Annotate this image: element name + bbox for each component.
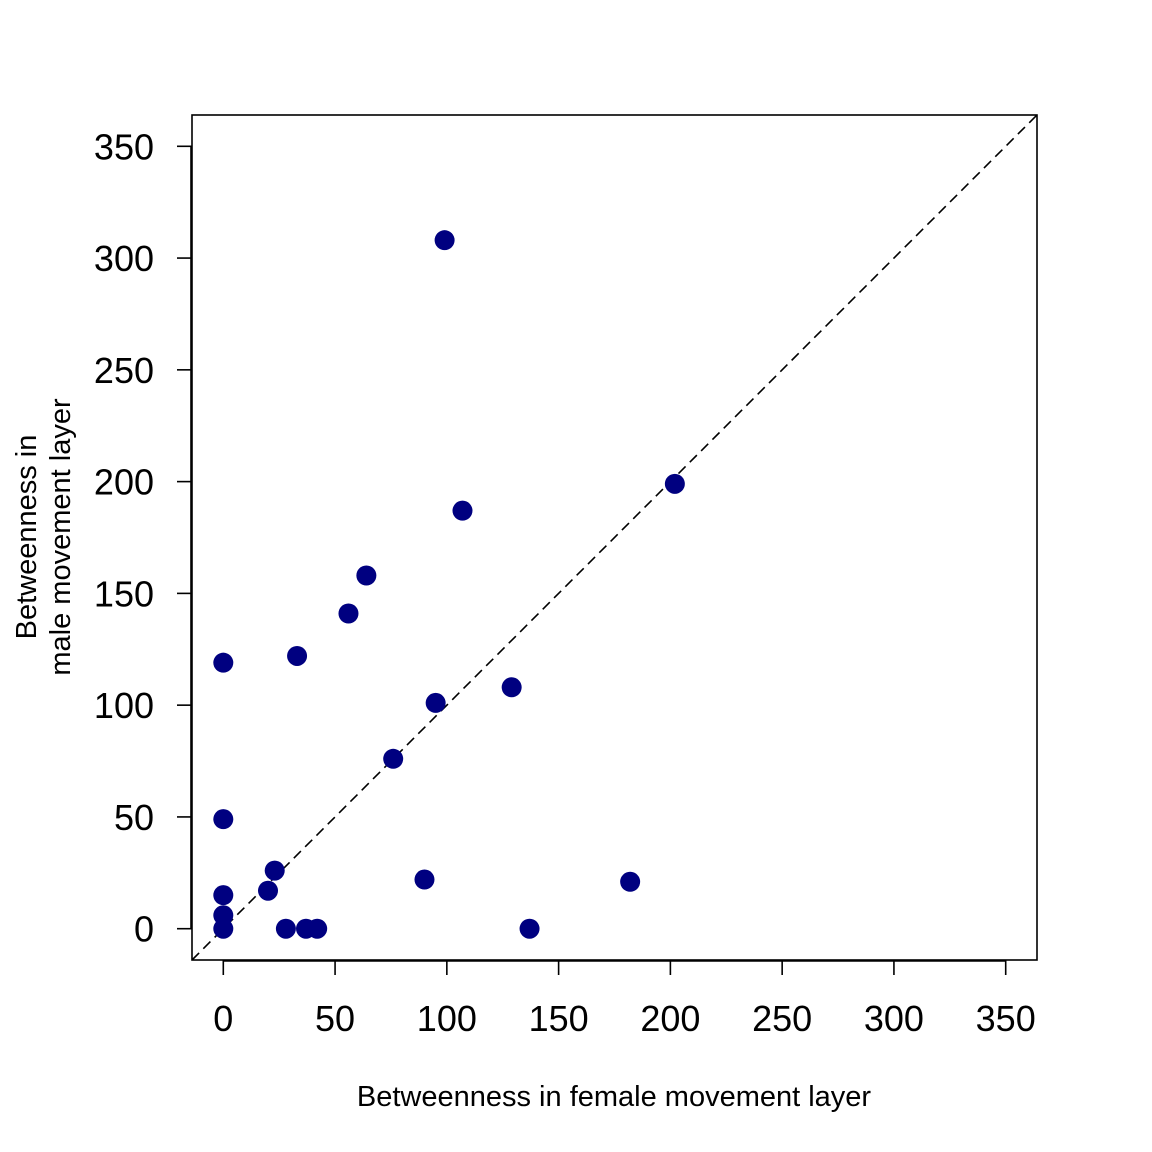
data-point xyxy=(213,905,234,926)
x-tick-label: 350 xyxy=(976,998,1036,1039)
data-point xyxy=(264,860,285,881)
x-tick-label: 0 xyxy=(213,998,233,1039)
data-point xyxy=(620,871,641,892)
y-tick-label: 300 xyxy=(94,238,154,279)
data-point xyxy=(425,692,446,713)
data-point xyxy=(213,809,234,830)
plot-frame xyxy=(191,114,1038,961)
x-tick-label: 50 xyxy=(315,998,355,1039)
data-point xyxy=(338,603,359,624)
y-axis-title-line-1: Betweenness in xyxy=(11,435,43,640)
x-tick-label: 150 xyxy=(529,998,589,1039)
data-point xyxy=(519,918,540,939)
y-tick-label: 0 xyxy=(134,909,154,950)
data-point xyxy=(275,918,296,939)
x-tick-label: 300 xyxy=(864,998,924,1039)
data-point xyxy=(383,748,404,769)
data-point xyxy=(356,565,377,586)
data-point xyxy=(213,652,234,673)
y-axis: 0 50 100 150 200 250 300 350 xyxy=(94,126,192,950)
data-point xyxy=(287,645,308,666)
y-tick-label: 50 xyxy=(114,797,154,838)
y-tick-label: 200 xyxy=(94,462,154,503)
x-tick-label: 100 xyxy=(417,998,477,1039)
data-points xyxy=(213,230,685,939)
y-axis-title-line-2: male movement layer xyxy=(45,398,77,676)
y-tick-label: 250 xyxy=(94,350,154,391)
data-point xyxy=(307,918,328,939)
x-tick-label: 250 xyxy=(752,998,812,1039)
y-tick-label: 350 xyxy=(94,126,154,167)
data-point xyxy=(213,885,234,906)
x-axis: 0 50 100 150 200 250 300 350 xyxy=(213,960,1036,1039)
data-point xyxy=(664,473,685,494)
data-point xyxy=(258,880,279,901)
y-tick-label: 100 xyxy=(94,685,154,726)
data-point xyxy=(434,230,455,251)
data-point xyxy=(414,869,435,890)
x-axis-title: Betweenness in female movement layer xyxy=(357,1081,872,1113)
x-tick-label: 200 xyxy=(640,998,700,1039)
data-point xyxy=(452,500,473,521)
identity-reference-line xyxy=(191,114,1038,961)
data-point xyxy=(501,677,522,698)
y-tick-label: 150 xyxy=(94,573,154,614)
